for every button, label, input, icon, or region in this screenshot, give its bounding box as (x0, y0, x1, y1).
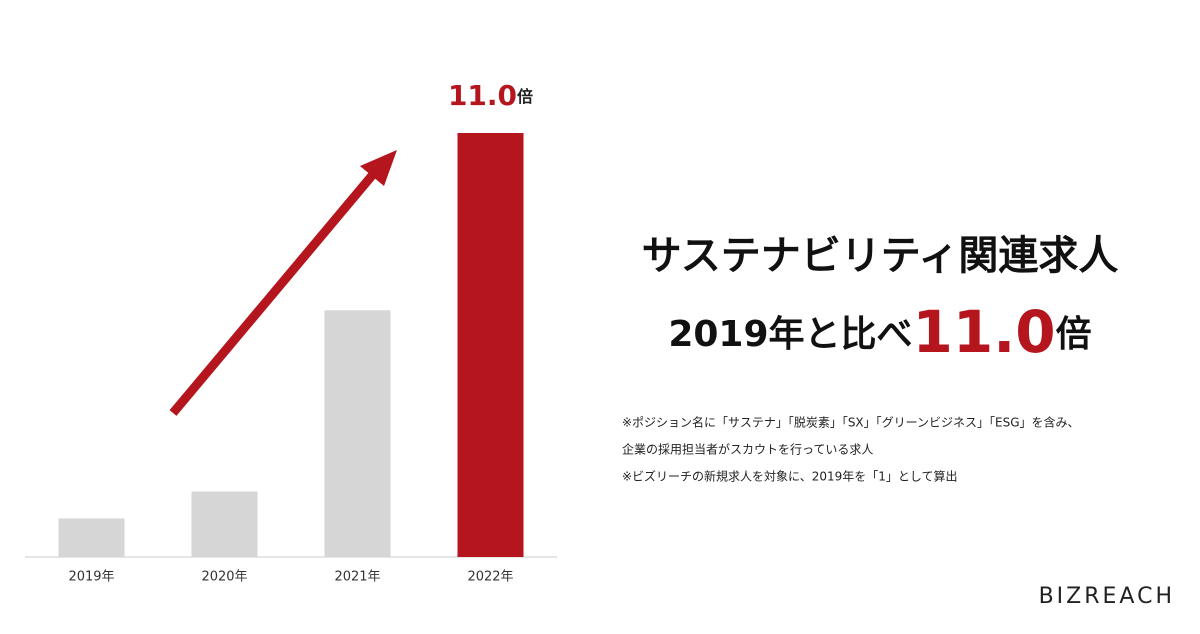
value-label: 11.0倍 (448, 79, 533, 112)
trend-arrow (169, 150, 397, 416)
x-tick-label: 2021年 (334, 570, 380, 585)
bar (58, 518, 125, 557)
note: 企業の採用担当者がスカウトを行っている求人 (622, 442, 873, 457)
bar (191, 491, 258, 557)
note: ※ビズリーチの新規求人を対象に、2019年を「1」として算出 (622, 469, 958, 484)
note: ※ポジション名に「サステナ」「脱炭素」「SX」「グリーンビジネス」「ESG」を含… (622, 415, 1080, 430)
headline-1: サステナビリティ関連求人 (642, 233, 1119, 279)
headline-2: 2019年と比べ11.0倍 (668, 298, 1091, 366)
logo: BIZREACH (1039, 584, 1175, 609)
bar (457, 133, 524, 557)
x-tick-label: 2020年 (201, 570, 247, 585)
x-tick-label: 2019年 (68, 570, 114, 585)
bar (324, 310, 391, 557)
x-tick-label: 2022年 (467, 570, 513, 585)
